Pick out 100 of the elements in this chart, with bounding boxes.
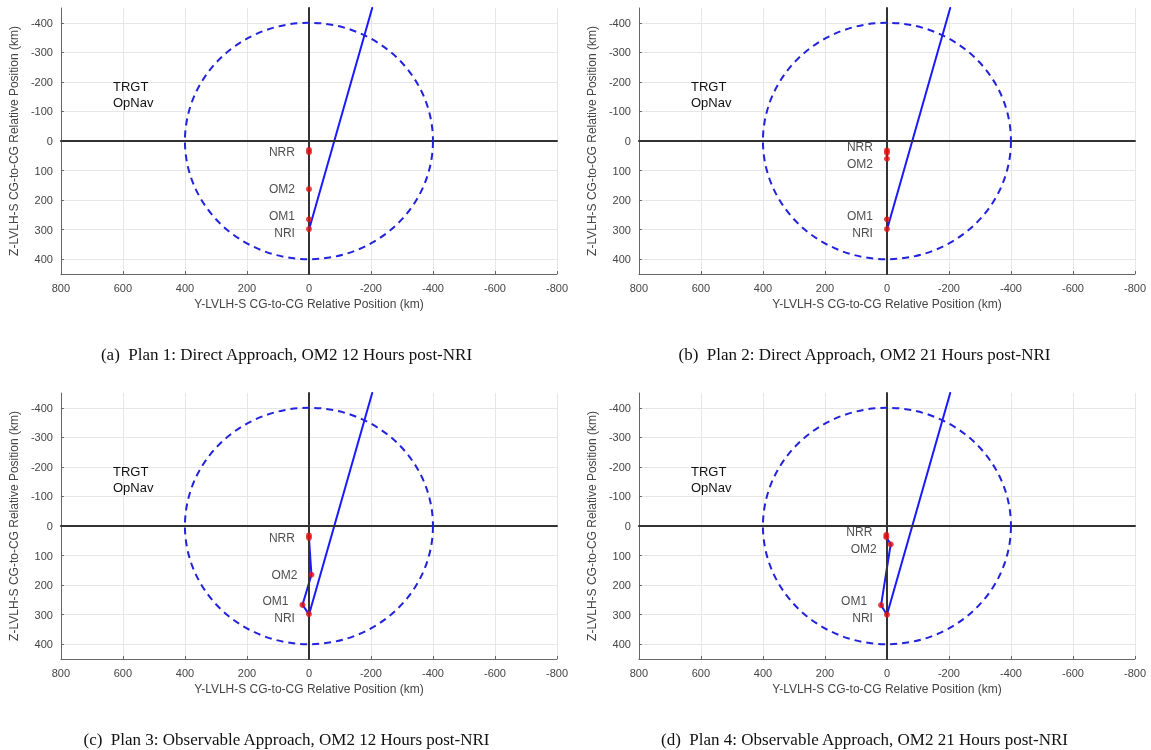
y-tick-label: 300: [34, 223, 53, 236]
y-axis-title: Z-LVLH-S CG-to-CG Relative Position (km): [7, 411, 21, 641]
y-tick-label: -300: [608, 46, 631, 59]
x-tick-label: 0: [883, 666, 891, 679]
x-tick-label: -400: [421, 281, 444, 294]
annotation: NRI: [274, 610, 295, 625]
annotation: NRR: [846, 525, 873, 540]
x-tick-label: -800: [1123, 666, 1147, 679]
x-tick-label: 800: [51, 666, 71, 679]
y-tick-label: -200: [30, 460, 53, 473]
annotation: OM2: [846, 157, 874, 172]
annotation: TRGT: [113, 79, 149, 94]
y-tick-label: -100: [608, 490, 631, 503]
y-tick-label: 100: [34, 164, 53, 177]
y-axis-title: Z-LVLH-S CG-to-CG Relative Position (km): [7, 26, 21, 256]
x-tick-label: -800: [1123, 281, 1147, 294]
y-tick-label: -100: [608, 105, 631, 118]
y-axis-title: Z-LVLH-S CG-to-CG Relative Position (km): [585, 26, 599, 256]
y-tick-label: -100: [30, 490, 53, 503]
y-tick-label: 400: [612, 638, 631, 651]
y-tick-label: -400: [608, 401, 631, 414]
y-tick-label: -300: [30, 431, 53, 444]
x-tick-label: 800: [629, 281, 649, 294]
annotation: NRI: [274, 225, 295, 240]
y-tick-label: -400: [30, 401, 53, 414]
y-tick-label: 400: [34, 253, 53, 266]
x-tick-label: 0: [883, 281, 891, 294]
y-tick-label: 0: [624, 135, 631, 147]
y-tick-label: 400: [612, 253, 631, 266]
x-tick-label: 200: [237, 666, 257, 679]
text: (d) Plan 4: Observable Approach, OM2 21 Hours post-NRI: [661, 730, 1069, 749]
x-tick-label: 600: [691, 666, 711, 679]
y-tick-label: -400: [30, 16, 53, 29]
y-tick-label: 300: [612, 223, 631, 236]
annotation: NRR: [268, 530, 296, 545]
x-tick-label: 200: [237, 281, 257, 294]
y-tick-label: 100: [612, 164, 631, 177]
text: (a) Plan 1: Direct Approach, OM2 12 Hours post-NRI: [100, 345, 473, 364]
x-tick-label: 200: [815, 666, 835, 679]
annotation: NRI: [852, 611, 873, 626]
x-tick-label: -400: [999, 666, 1022, 679]
annotation: OM2: [271, 567, 298, 582]
x-tick-label: 600: [113, 281, 133, 294]
x-tick-label: 400: [175, 666, 195, 679]
x-axis-title: Y-LVLH-S CG-to-CG Relative Position (km): [772, 296, 1002, 311]
x-tick-label: 0: [305, 281, 313, 294]
y-tick-label: -300: [30, 46, 53, 59]
x-tick-label: 200: [815, 281, 835, 294]
annotation: OM2: [268, 182, 296, 197]
y-tick-label: -400: [608, 16, 631, 29]
x-tick-label: 800: [629, 666, 649, 679]
x-tick-label: -200: [359, 666, 382, 679]
annotation: OM1: [846, 208, 874, 223]
annotation: OpNav: [691, 480, 732, 495]
text: (b) Plan 2: Direct Approach, OM2 21 Hours post-NRI: [678, 345, 1051, 364]
y-tick-label: -200: [608, 75, 631, 88]
y-tick-label: -100: [30, 105, 53, 118]
y-tick-label: -200: [30, 75, 53, 88]
y-tick-label: 200: [34, 194, 53, 207]
y-tick-label: 300: [34, 608, 53, 621]
x-tick-label: -600: [483, 666, 507, 679]
x-tick-label: -600: [1061, 281, 1085, 294]
x-tick-label: -400: [999, 281, 1022, 294]
annotation: NRR: [846, 140, 874, 155]
x-axis-title: Y-LVLH-S CG-to-CG Relative Position (km): [772, 681, 1002, 696]
x-axis-title: Y-LVLH-S CG-to-CG Relative Position (km): [194, 296, 424, 311]
y-tick-label: 0: [624, 520, 631, 532]
y-tick-label: 100: [34, 549, 53, 562]
x-tick-label: -600: [483, 281, 507, 294]
x-tick-label: -800: [545, 281, 569, 294]
annotation: TRGT: [113, 464, 149, 479]
y-tick-label: 200: [612, 579, 631, 592]
x-tick-label: -200: [937, 281, 960, 294]
y-tick-label: 400: [34, 638, 53, 651]
x-tick-label: 400: [753, 281, 773, 294]
x-tick-label: 800: [51, 281, 71, 294]
x-tick-label: 600: [691, 281, 711, 294]
y-tick-label: 100: [612, 549, 631, 562]
annotation: OpNav: [113, 480, 154, 495]
x-tick-label: 600: [113, 666, 133, 679]
annotation: NRR: [268, 145, 296, 160]
y-axis-title: Z-LVLH-S CG-to-CG Relative Position (km): [585, 411, 599, 641]
y-tick-label: 0: [46, 520, 53, 532]
annotation: OM1: [262, 593, 289, 608]
annotation: TRGT: [691, 464, 727, 479]
x-tick-label: 400: [175, 281, 195, 294]
text: (c) Plan 3: Observable Approach, OM2 12 Hours post-NRI: [83, 730, 490, 749]
y-tick-label: -300: [608, 431, 631, 444]
x-tick-label: 400: [753, 666, 773, 679]
y-tick-label: 200: [34, 579, 53, 592]
annotation: NRI: [852, 225, 873, 240]
annotation: TRGT: [691, 79, 727, 94]
annotation: OM1: [268, 208, 296, 223]
x-tick-label: -600: [1061, 666, 1085, 679]
x-tick-label: -200: [359, 281, 382, 294]
x-tick-label: -200: [937, 666, 960, 679]
x-tick-label: -400: [421, 666, 444, 679]
y-tick-label: 200: [612, 194, 631, 207]
x-tick-label: 0: [305, 666, 313, 679]
x-axis-title: Y-LVLH-S CG-to-CG Relative Position (km): [194, 681, 424, 696]
